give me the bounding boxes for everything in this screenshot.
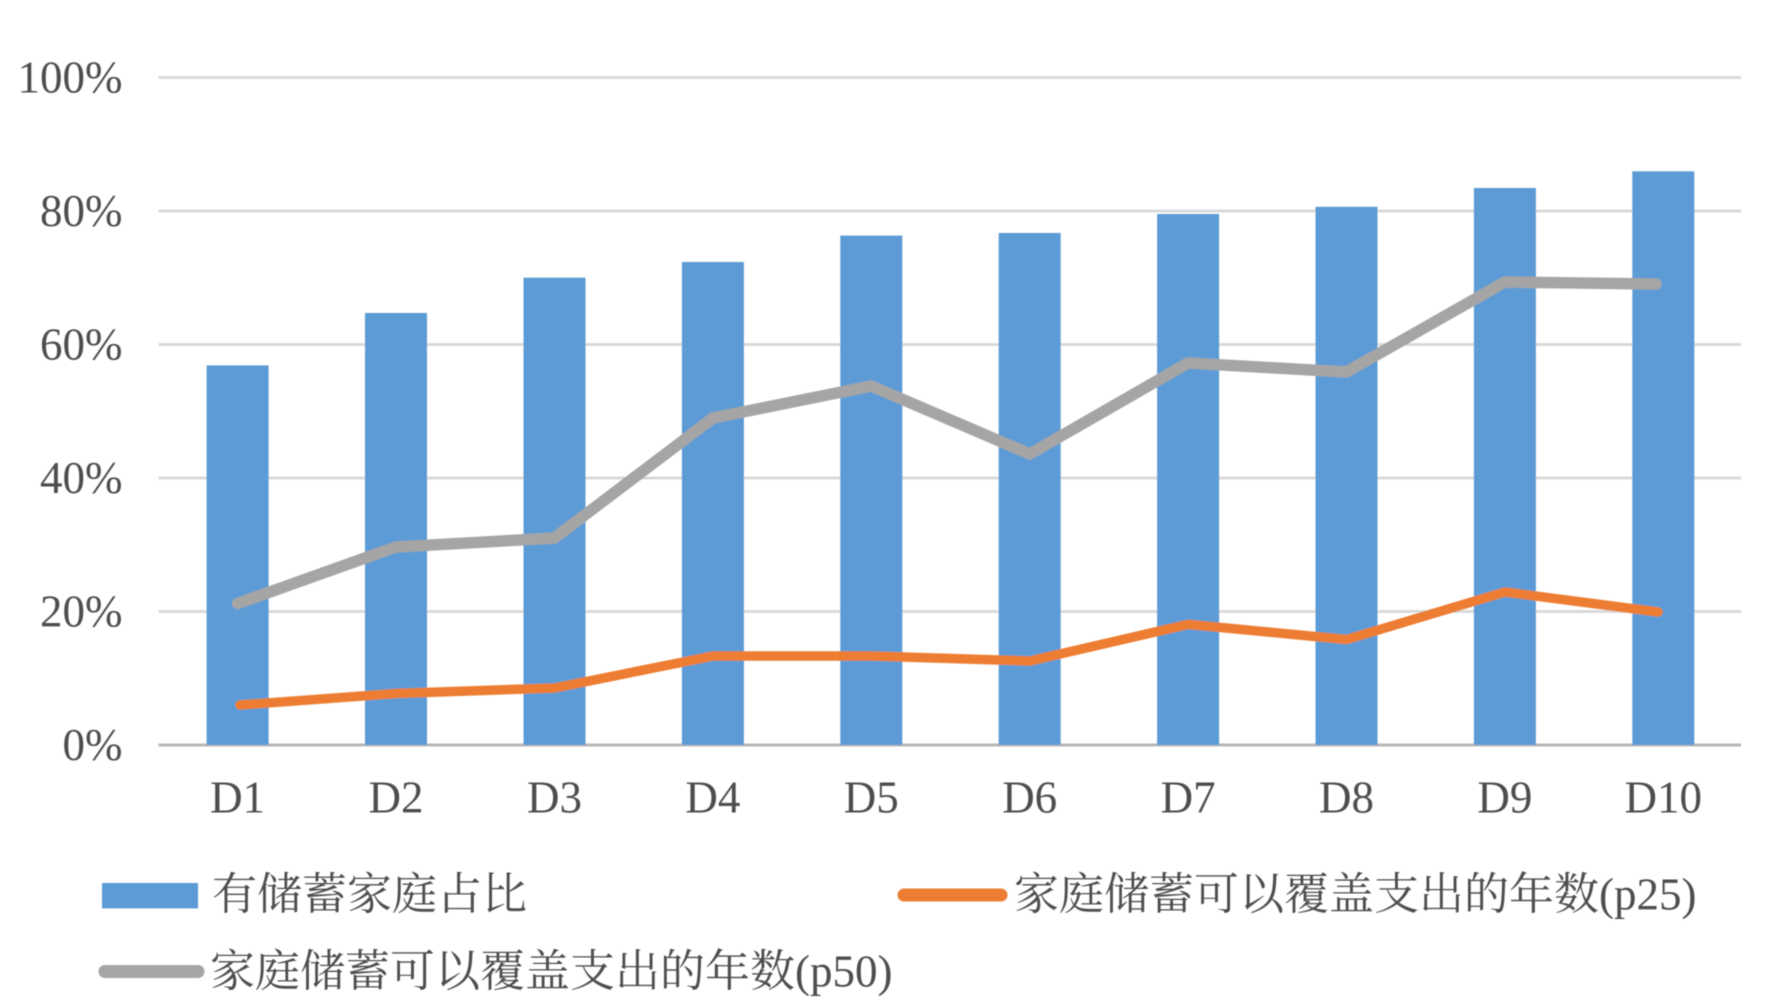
svg-text:0%: 0% — [63, 720, 123, 770]
svg-text:40%: 40% — [40, 453, 123, 503]
svg-text:D3: D3 — [527, 773, 582, 823]
svg-text:D6: D6 — [1002, 773, 1057, 823]
svg-text:D4: D4 — [685, 773, 740, 823]
svg-text:20%: 20% — [40, 587, 123, 637]
svg-text:80%: 80% — [40, 186, 123, 236]
svg-text:D9: D9 — [1477, 773, 1532, 823]
svg-text:100%: 100% — [18, 53, 123, 103]
svg-text:D5: D5 — [844, 773, 899, 823]
svg-text:(p25): (p25) — [1599, 870, 1696, 920]
svg-text:D2: D2 — [369, 773, 424, 823]
svg-text:D8: D8 — [1319, 773, 1374, 823]
svg-text:D1: D1 — [210, 773, 265, 823]
svg-text:(p50): (p50) — [795, 947, 892, 997]
svg-text:D10: D10 — [1625, 773, 1703, 823]
svg-text:D7: D7 — [1161, 773, 1216, 823]
svg-text:60%: 60% — [40, 320, 123, 370]
